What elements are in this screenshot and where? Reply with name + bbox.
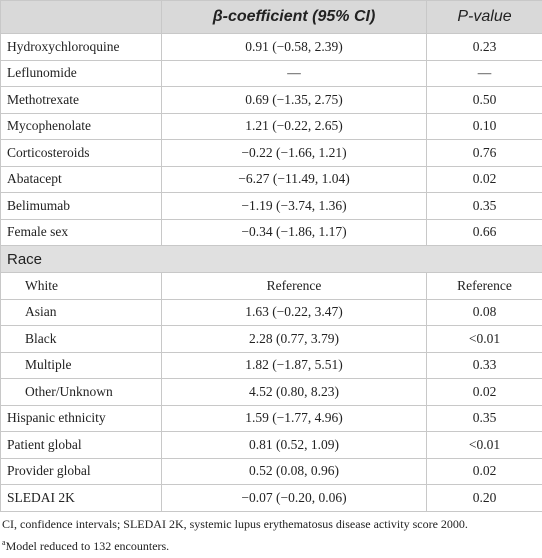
table-cell: 0.08 [426, 298, 542, 326]
table-cell: 0.02 [426, 165, 542, 193]
footnotes: CI, confidence intervals; SLEDAI 2K, sys… [0, 512, 542, 554]
table-cell: Mycophenolate [0, 112, 162, 140]
table-cell: Provider global [0, 457, 162, 485]
table-cell: Asian [0, 298, 162, 326]
table-cell: −0.07 (−0.20, 0.06) [161, 484, 427, 512]
table-cell: 0.35 [426, 192, 542, 220]
table-cell: 0.69 (−1.35, 2.75) [161, 86, 427, 114]
table-cell: Multiple [0, 351, 162, 379]
table-row: Hispanic ethnicity 1.59 (−1.77, 4.96) 0.35 [0, 404, 542, 432]
table-cell: 4.52 (0.80, 8.23) [161, 378, 427, 406]
table-row: Multiple 1.82 (−1.87, 5.51) 0.33 [0, 351, 542, 379]
table-cell: 0.35 [426, 404, 542, 432]
table-row: Abatacept −6.27 (−11.49, 1.04) 0.02 [0, 165, 542, 193]
table-row: Female sex −0.34 (−1.86, 1.17) 0.66 [0, 218, 542, 246]
table-row: SLEDAI 2K −0.07 (−0.20, 0.06) 0.20 [0, 484, 542, 512]
table-cell: Patient global [0, 431, 162, 459]
table-cell: 0.02 [426, 378, 542, 406]
section-row: Race [0, 245, 542, 273]
table-cell: Reference [161, 272, 427, 300]
table-cell: Reference [426, 272, 542, 300]
section-label: Race [0, 245, 542, 273]
footnote-text: Model reduced to 132 encounters. [5, 538, 170, 553]
table-cell: −6.27 (−11.49, 1.04) [161, 165, 427, 193]
table-cell: White [0, 272, 162, 300]
table-cell: −0.34 (−1.86, 1.17) [161, 218, 427, 246]
table-cell: 1.82 (−1.87, 5.51) [161, 351, 427, 379]
table-row: Hydroxychloroquine 0.91 (−0.58, 2.39) 0.23 [0, 33, 542, 61]
table-cell: −0.22 (−1.66, 1.21) [161, 139, 427, 167]
table-row: Black 2.28 (0.77, 3.79) <0.01 [0, 325, 542, 353]
table-cell: 2.28 (0.77, 3.79) [161, 325, 427, 353]
table-cell: 0.33 [426, 351, 542, 379]
table-cell: Hispanic ethnicity [0, 404, 162, 432]
table-cell: 0.66 [426, 218, 542, 246]
table-cell: 0.50 [426, 86, 542, 114]
table-row: Patient global 0.81 (0.52, 1.09) <0.01 [0, 431, 542, 459]
table-cell: 0.02 [426, 457, 542, 485]
table-row: Leflunomide — — [0, 59, 542, 87]
table-cell: — [426, 59, 542, 87]
table-cell: Corticosteroids [0, 139, 162, 167]
footnote-marker: a [2, 537, 6, 547]
table-cell: SLEDAI 2K [0, 484, 162, 512]
table-row: Provider global 0.52 (0.08, 0.96) 0.02 [0, 457, 542, 485]
table-cell: Black [0, 325, 162, 353]
header-cell: P-value [426, 0, 542, 34]
table-cell: <0.01 [426, 325, 542, 353]
table-cell: <0.01 [426, 431, 542, 459]
table-row: White Reference Reference [0, 272, 542, 300]
table-body: Hydroxychloroquine 0.91 (−0.58, 2.39) 0.23… [0, 33, 542, 512]
table-cell: Hydroxychloroquine [0, 33, 162, 61]
table-cell: Methotrexate [0, 86, 162, 114]
table-cell: 0.10 [426, 112, 542, 140]
table-cell: 0.76 [426, 139, 542, 167]
footnote: aModel reduced to 132 encounters. [2, 535, 540, 554]
table-cell: 1.21 (−0.22, 2.65) [161, 112, 427, 140]
header-cell: β-coefficient (95% CI) [161, 0, 427, 34]
table-cell: 0.23 [426, 33, 542, 61]
table-cell: 0.52 (0.08, 0.96) [161, 457, 427, 485]
table-row: Mycophenolate 1.21 (−0.22, 2.65) 0.10 [0, 112, 542, 140]
header-cell [0, 0, 162, 34]
table-cell: — [161, 59, 427, 87]
table-row: Corticosteroids −0.22 (−1.66, 1.21) 0.76 [0, 139, 542, 167]
table-cell: −1.19 (−3.74, 1.36) [161, 192, 427, 220]
table-row: Belimumab −1.19 (−3.74, 1.36) 0.35 [0, 192, 542, 220]
header-row: β-coefficient (95% CI) P-value [0, 0, 542, 34]
table-cell: Leflunomide [0, 59, 162, 87]
footnote: CI, confidence intervals; SLEDAI 2K, sys… [2, 516, 468, 531]
table-cell: Belimumab [0, 192, 162, 220]
table-cell: Abatacept [0, 165, 162, 193]
table-row: Asian 1.63 (−0.22, 3.47) 0.08 [0, 298, 542, 326]
table-cell: Other/Unknown [0, 378, 162, 406]
table-cell: 0.81 (0.52, 1.09) [161, 431, 427, 459]
table-row: Other/Unknown 4.52 (0.80, 8.23) 0.02 [0, 378, 542, 406]
table-cell: 0.91 (−0.58, 2.39) [161, 33, 427, 61]
results-table: β-coefficient (95% CI) P-value Hydroxych… [0, 0, 542, 512]
table-cell: 1.59 (−1.77, 4.96) [161, 404, 427, 432]
table-cell: Female sex [0, 218, 162, 246]
table-cell: 1.63 (−0.22, 3.47) [161, 298, 427, 326]
table-cell: 0.20 [426, 484, 542, 512]
table-row: Methotrexate 0.69 (−1.35, 2.75) 0.50 [0, 86, 542, 114]
